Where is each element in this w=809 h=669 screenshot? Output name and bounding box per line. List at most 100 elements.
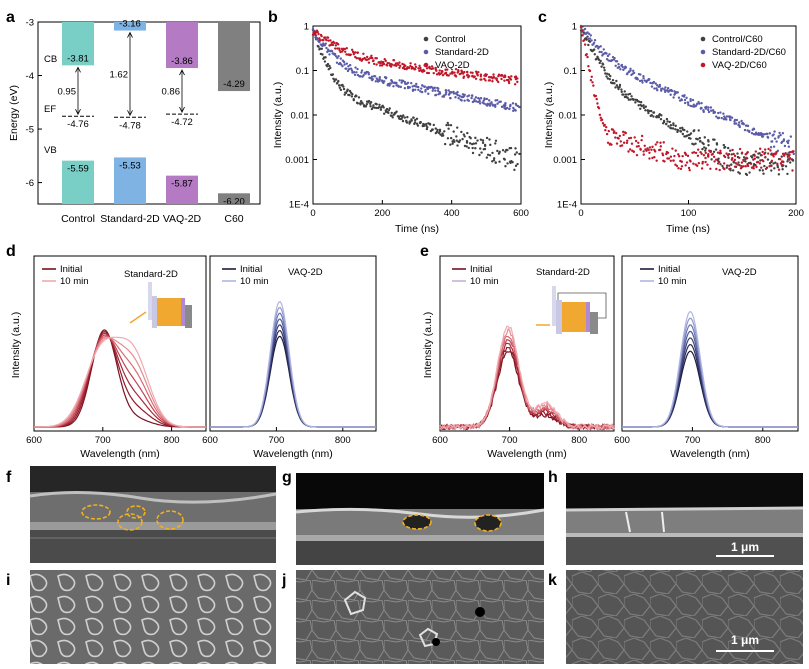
data-point: [663, 160, 666, 163]
data-point: [583, 43, 587, 46]
data-point: [644, 105, 648, 108]
plot-frame-a: [37, 21, 261, 205]
data-point: [718, 168, 721, 172]
data-point: [420, 90, 424, 94]
data-point: [454, 92, 458, 95]
data-point: [371, 56, 374, 60]
data-point: [457, 70, 460, 73]
data-point: [485, 97, 489, 101]
data-point: [707, 140, 710, 143]
data-point: [648, 151, 651, 154]
data-point: [723, 167, 726, 171]
y-axis-label-b: Intensity (a.u.): [272, 82, 284, 149]
data-point: [466, 73, 469, 76]
data-point: [605, 75, 608, 78]
panel-label-d: d: [6, 243, 16, 260]
y-tick-label: 0.1: [564, 66, 577, 77]
data-point: [728, 164, 731, 167]
data-point: [425, 86, 429, 89]
data-point: [369, 101, 373, 104]
data-point: [697, 161, 701, 165]
data-point: [465, 145, 468, 148]
data-point: [458, 94, 461, 97]
data-point: [735, 118, 739, 122]
data-point: [698, 140, 702, 143]
data-point: [773, 130, 776, 133]
data-point: [677, 167, 680, 170]
data-point: [391, 116, 394, 119]
data-point: [734, 122, 738, 125]
data-point: [388, 107, 391, 110]
data-point: [740, 151, 744, 154]
data-point: [334, 78, 338, 81]
data-point: [504, 101, 507, 105]
data-point: [323, 36, 327, 39]
data-point: [483, 77, 486, 81]
data-point: [602, 66, 606, 69]
data-point: [745, 156, 748, 160]
device-inset-d: [129, 282, 192, 328]
y-axis-label-a: Energy (eV): [8, 85, 20, 141]
data-point: [706, 108, 710, 112]
data-point: [669, 159, 672, 162]
data-point: [742, 122, 745, 126]
y-axis-label-e: Intensity (a.u.): [422, 312, 434, 379]
data-point: [342, 85, 345, 88]
data-point: [593, 39, 597, 42]
y-tick-label: 1: [304, 22, 309, 33]
sem-image-j: [296, 570, 544, 664]
data-point: [740, 165, 743, 168]
data-point: [701, 160, 704, 164]
x-tick-label: 800: [164, 435, 180, 446]
y-tick-label: -4: [26, 71, 34, 82]
data-point: [400, 81, 403, 84]
data-point: [704, 160, 707, 164]
data-point: [600, 50, 603, 54]
data-point: [479, 73, 483, 76]
data-point: [669, 123, 673, 127]
data-point: [696, 154, 700, 157]
data-point: [639, 148, 642, 151]
data-point: [499, 100, 502, 103]
data-point: [651, 145, 654, 149]
data-point: [513, 83, 517, 86]
data-point: [700, 167, 704, 170]
data-point: [405, 119, 408, 122]
data-point: [385, 64, 389, 67]
data-point: [755, 165, 758, 169]
data-point: [692, 151, 696, 154]
data-point: [470, 96, 473, 100]
vb-value-label: -6.20: [223, 196, 245, 207]
data-point: [788, 153, 791, 157]
y-tick-label: 0.1: [296, 66, 309, 77]
panel-label-j: j: [281, 572, 286, 589]
data-point: [446, 121, 449, 125]
data-point: [679, 127, 682, 130]
data-point: [713, 160, 716, 163]
data-point: [460, 99, 463, 102]
data-point: [449, 97, 452, 100]
legend-label: Initial: [240, 264, 262, 275]
data-point: [344, 50, 347, 53]
data-point: [311, 33, 315, 37]
data-point: [326, 62, 330, 66]
arrow-icon: [127, 31, 133, 38]
data-point: [762, 159, 765, 163]
legend-label: VAQ-2D: [435, 60, 470, 71]
data-point: [614, 64, 617, 68]
spectrum-line: [210, 307, 376, 428]
x-tick-label: 600: [26, 435, 42, 446]
data-point: [766, 158, 770, 161]
data-point: [744, 165, 748, 168]
x-tick-label: 600: [432, 435, 448, 446]
data-point: [639, 101, 643, 104]
data-point: [664, 86, 667, 89]
data-point: [615, 79, 618, 83]
data-point: [339, 57, 343, 60]
data-point: [604, 129, 607, 132]
data-point: [427, 71, 431, 75]
data-point: [372, 104, 375, 107]
data-point: [758, 169, 761, 172]
data-point: [676, 91, 679, 94]
data-point: [725, 152, 728, 155]
